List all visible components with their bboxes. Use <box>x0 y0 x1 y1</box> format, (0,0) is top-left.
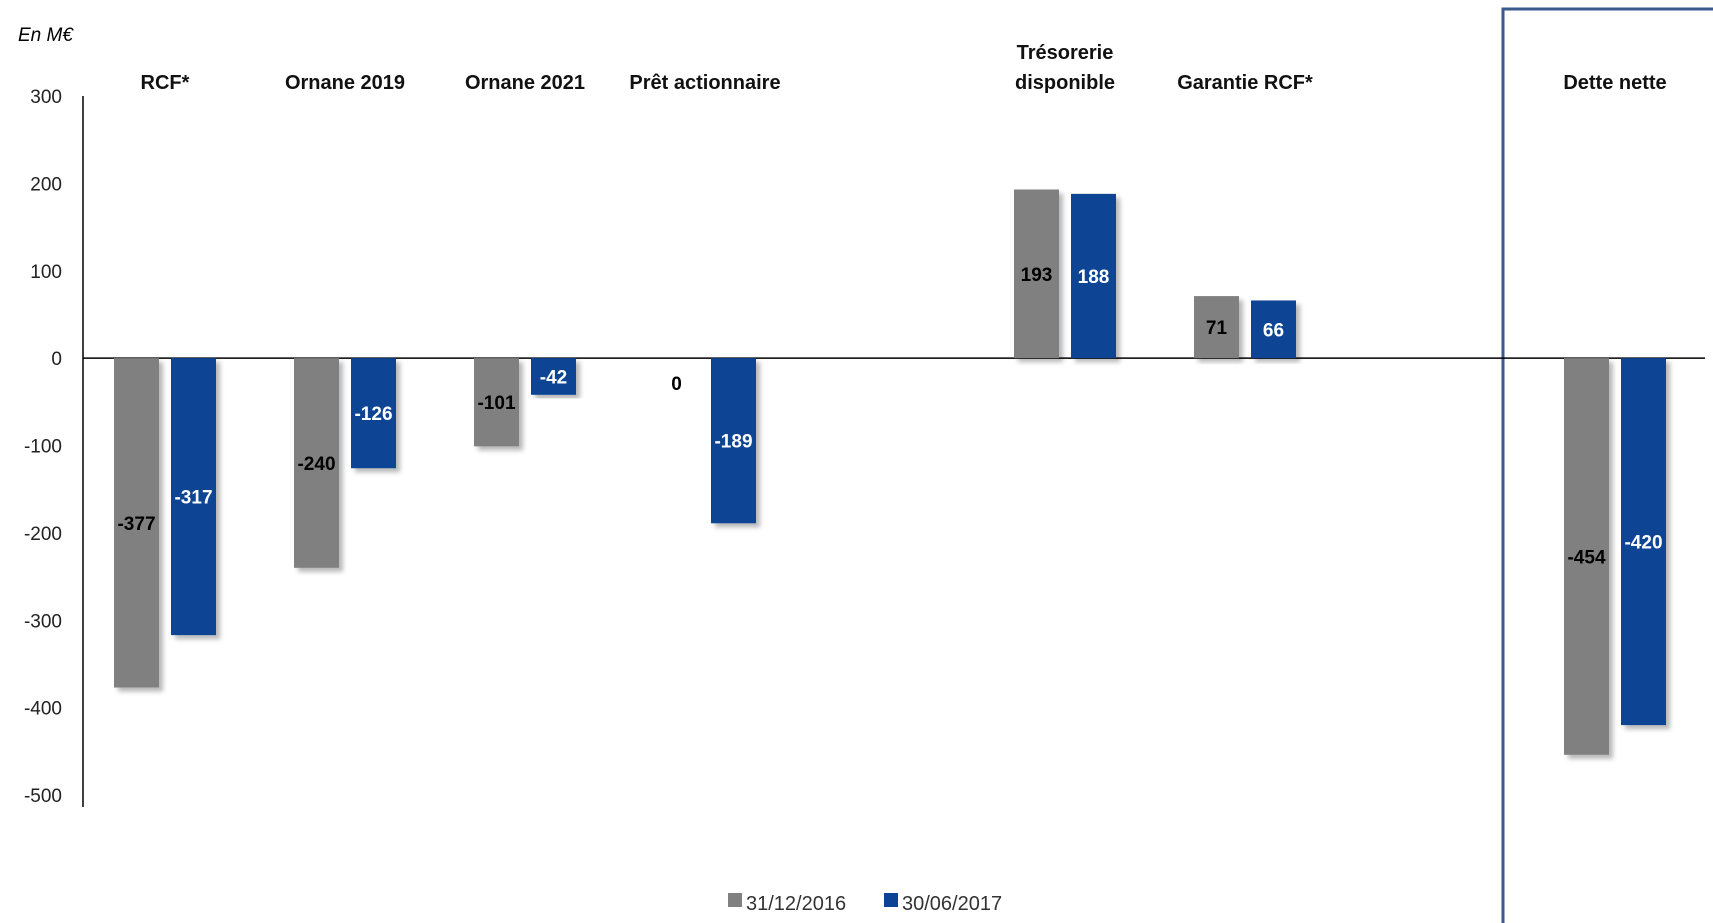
data-label: -454 <box>1567 547 1605 568</box>
data-label: 0 <box>671 374 682 395</box>
bar <box>474 358 519 447</box>
data-label: -377 <box>117 514 155 535</box>
data-label: -240 <box>297 454 335 475</box>
y-tick-label: -100 <box>24 437 62 458</box>
net-debt-highlight-box <box>1501 7 1713 923</box>
category-label: Dette nette <box>1563 72 1666 94</box>
y-tick-label: 200 <box>30 174 62 195</box>
y-tick-label: -500 <box>24 786 62 807</box>
data-label: -317 <box>174 488 212 509</box>
category-label: disponible <box>1015 72 1115 94</box>
category-label: Ornane 2021 <box>465 72 585 94</box>
bar <box>1194 296 1239 359</box>
data-label: -42 <box>540 367 567 388</box>
data-label: -189 <box>714 432 752 453</box>
bars <box>114 189 1666 755</box>
y-tick-label: 300 <box>30 87 62 108</box>
bar <box>531 358 576 395</box>
bar <box>171 358 216 636</box>
category-label: RCF* <box>141 72 190 94</box>
legend-swatch <box>728 893 742 907</box>
bar <box>1564 358 1609 755</box>
data-labels: -377 -240 -101 0 193 71 -454 -317 -126 -42 -189 188… <box>117 265 1662 569</box>
legend: 31/12/2016 30/06/2017 <box>728 893 1002 915</box>
category-label: Trésorerie <box>1017 42 1114 64</box>
y-tick-label: 0 <box>51 349 62 370</box>
data-label: 71 <box>1206 318 1228 339</box>
bar <box>1014 189 1059 359</box>
net-debt-box-outline <box>1501 7 1713 923</box>
bar <box>294 358 339 568</box>
category-label: Ornane 2019 <box>285 72 405 94</box>
y-tick-label: -300 <box>24 611 62 632</box>
data-label: 66 <box>1263 320 1284 341</box>
bar <box>114 358 159 688</box>
y-tick-label: -200 <box>24 524 62 545</box>
bar <box>1251 300 1296 359</box>
data-label: 188 <box>1078 267 1110 288</box>
bar <box>351 358 396 469</box>
legend-label: 30/06/2017 <box>902 893 1002 915</box>
data-label: 193 <box>1021 265 1053 286</box>
y-tick-label: 100 <box>30 262 62 283</box>
bar <box>1071 193 1116 359</box>
unit-label: En M€ <box>18 25 74 46</box>
category-label: Garantie RCF* <box>1177 72 1313 94</box>
y-tick-label: -400 <box>24 699 62 720</box>
bar <box>1621 358 1666 726</box>
y-tick-labels: 300 200 100 0 -100 -200 -300 -400 -500 <box>24 87 62 807</box>
category-labels: RCF* Ornane 2019 Ornane 2021 Prêt actionnai… <box>141 42 1667 94</box>
data-label: -420 <box>1624 533 1662 554</box>
legend-label: 31/12/2016 <box>746 893 846 915</box>
data-label: -126 <box>354 404 392 425</box>
category-label: Prêt actionnaire <box>629 72 780 94</box>
data-label: -101 <box>477 393 515 414</box>
legend-swatch <box>884 893 898 907</box>
bar <box>711 358 756 524</box>
